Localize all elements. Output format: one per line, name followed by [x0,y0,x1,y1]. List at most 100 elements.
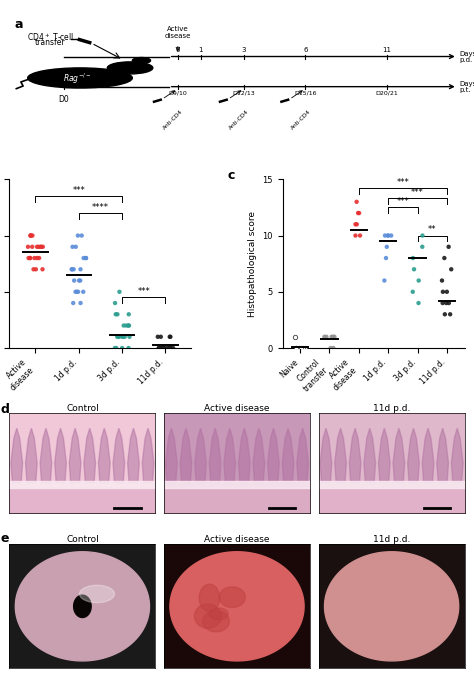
Text: ***: *** [137,287,150,296]
Point [77,297,84,308]
Polygon shape [195,428,206,483]
Point [77,264,84,275]
Point [329,342,337,353]
Point [155,342,163,353]
Text: Active
disease: Active disease [164,26,191,39]
Polygon shape [99,428,110,483]
Polygon shape [84,428,96,483]
Ellipse shape [132,57,151,63]
Point [35,241,43,252]
Point [387,230,395,241]
Text: Anti-CD4: Anti-CD4 [290,108,312,131]
Text: D20/21: D20/21 [376,90,399,95]
Polygon shape [11,428,23,483]
Point [166,342,174,353]
Point [25,252,32,263]
Polygon shape [128,428,139,483]
Point [163,342,170,353]
Point [82,252,90,263]
Point [113,331,121,342]
Point [320,331,328,342]
Point [70,264,77,275]
Polygon shape [238,428,250,483]
Point [167,342,174,353]
Title: 11d p.d.: 11d p.d. [373,404,410,413]
Point [116,331,123,342]
Text: D9/10: D9/10 [168,90,187,95]
Ellipse shape [107,62,153,74]
Point [125,309,133,320]
Text: D0: D0 [59,95,70,104]
Point [119,331,127,342]
Point [125,320,132,331]
Text: CD4$^+$ T-cell: CD4$^+$ T-cell [27,31,74,43]
Point [384,230,392,241]
Polygon shape [165,428,177,483]
Polygon shape [142,428,154,483]
Polygon shape [349,428,361,483]
Point [157,331,164,342]
Point [112,342,120,353]
Point [33,252,41,263]
Point [74,286,82,297]
Polygon shape [422,428,434,483]
Point [123,320,130,331]
Point [158,342,166,353]
Polygon shape [408,428,419,483]
Polygon shape [224,428,236,483]
Point [37,241,45,252]
Point [159,342,167,353]
Point [167,331,174,342]
Polygon shape [253,428,264,483]
Point [159,342,167,353]
Text: ***: *** [396,197,409,206]
Point [27,252,34,263]
Point [118,342,126,353]
Point [440,252,448,263]
Point [165,342,173,353]
Point [415,275,422,286]
Point [441,309,448,320]
Point [439,297,447,308]
Polygon shape [55,428,66,483]
Text: ****: **** [92,203,109,212]
Polygon shape [335,428,346,483]
Point [155,342,163,353]
Point [299,342,306,353]
Point [382,252,390,263]
Point [383,241,391,252]
Point [118,331,126,342]
Polygon shape [194,604,221,628]
Point [438,275,446,286]
Text: d: d [0,404,9,417]
Point [78,230,85,241]
Point [80,286,87,297]
Text: 3: 3 [242,47,246,53]
Point [69,297,77,308]
Point [111,297,119,308]
Text: 0: 0 [175,47,180,53]
Point [352,230,359,241]
Title: Control: Control [66,535,99,544]
Point [70,275,78,286]
Text: Days: Days [459,51,474,57]
Point [28,230,36,241]
Point [27,252,34,263]
Point [27,230,35,241]
Point [355,207,362,218]
Polygon shape [15,552,149,661]
Point [356,230,364,241]
Text: Days: Days [459,81,474,87]
Text: e: e [0,532,9,545]
Polygon shape [268,428,279,483]
Title: 11d p.d.: 11d p.d. [373,535,410,544]
Polygon shape [180,428,192,483]
Polygon shape [210,428,221,483]
Point [37,241,45,252]
Text: p.t.: p.t. [459,87,471,93]
Point [381,275,388,286]
Point [68,264,75,275]
Polygon shape [325,552,459,661]
Point [166,342,173,353]
Text: D15/16: D15/16 [294,90,317,95]
